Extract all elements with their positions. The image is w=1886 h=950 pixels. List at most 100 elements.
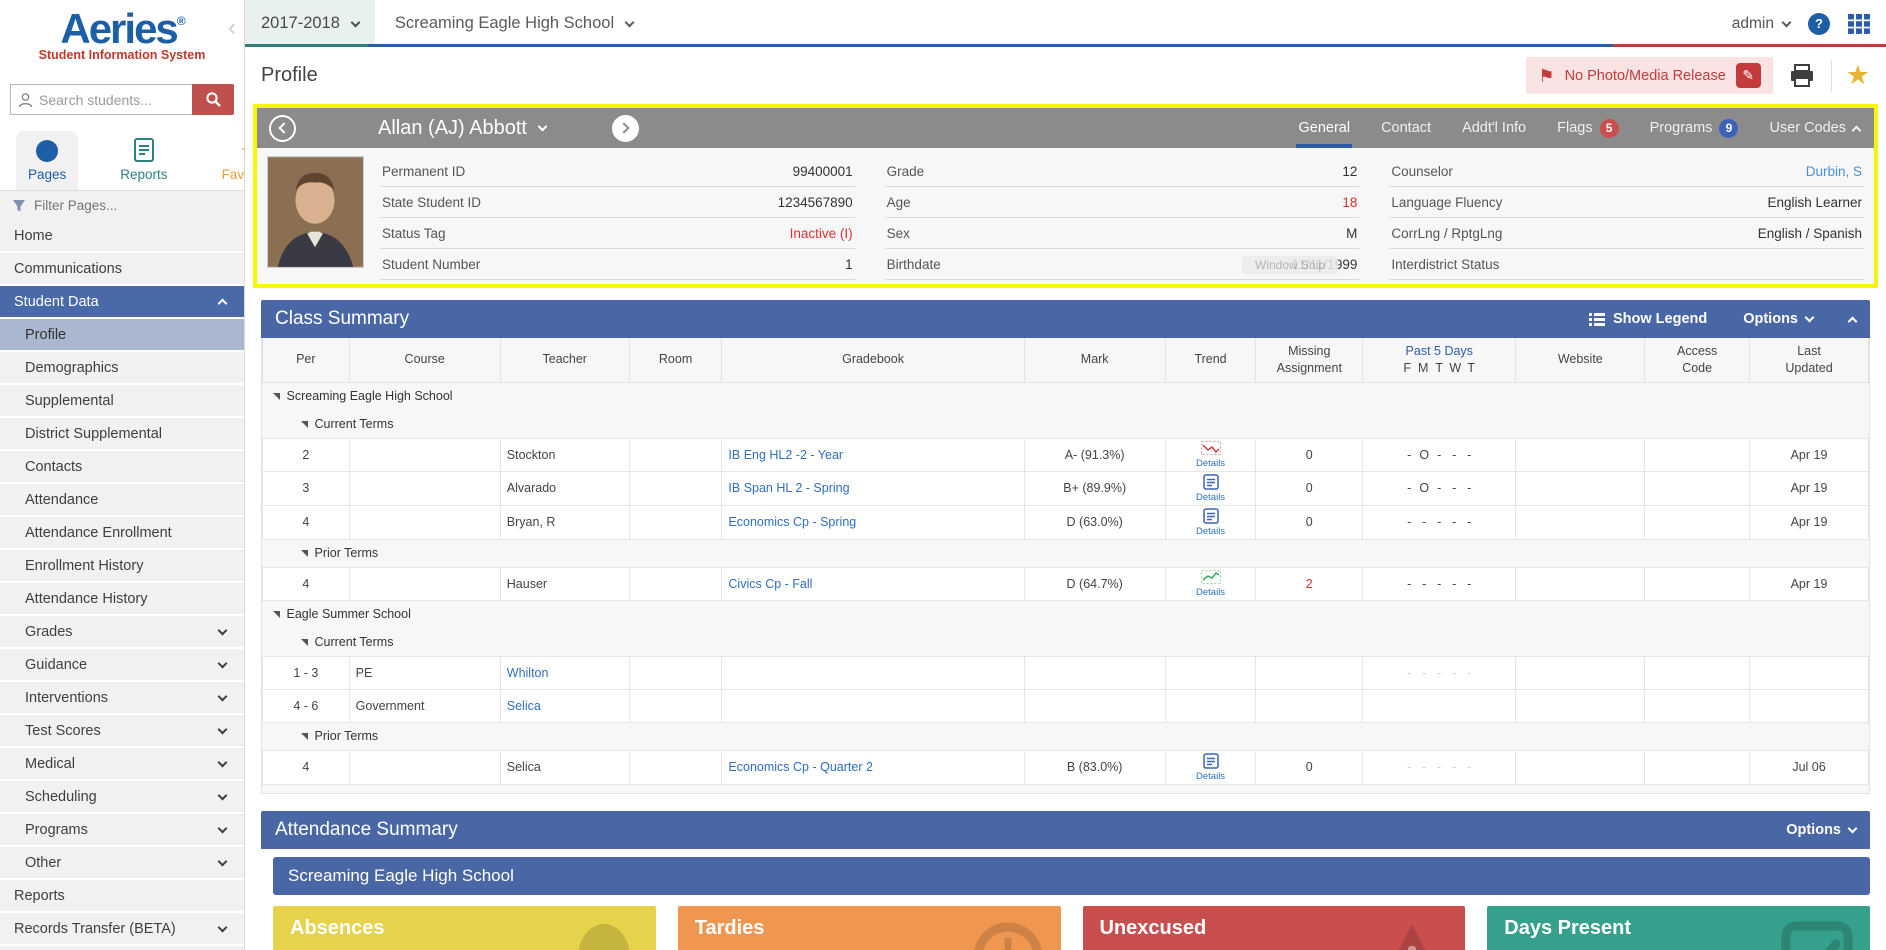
- details-label[interactable]: Details: [1196, 771, 1226, 782]
- details-label[interactable]: Details: [1196, 586, 1226, 598]
- attendance-card-unexcused[interactable]: Unexcused 0: [1082, 905, 1466, 950]
- tab-reports[interactable]: Reports: [108, 129, 179, 190]
- group-label-cell[interactable]: Screaming Eagle High School: [262, 382, 1869, 410]
- tab-general[interactable]: General: [1296, 108, 1352, 148]
- class-summary-title: Class Summary: [275, 308, 410, 329]
- collapse-triangle-icon: [300, 550, 308, 557]
- class-summary-options[interactable]: Options: [1743, 311, 1815, 327]
- sidebar-item-home[interactable]: Home: [0, 220, 244, 253]
- website-cell: [1515, 437, 1646, 472]
- sidebar-item-district-supplemental[interactable]: District Supplemental: [0, 418, 244, 451]
- sidebar-item-interventions[interactable]: Interventions: [0, 682, 244, 715]
- group-label-cell[interactable]: Current Terms: [262, 410, 1869, 438]
- sidebar-collapse-icon[interactable]: ‹: [228, 14, 236, 41]
- details-label[interactable]: Details: [1196, 526, 1226, 537]
- sidebar-item-supplemental[interactable]: Supplemental: [0, 385, 244, 418]
- collapse-section-icon[interactable]: [1847, 316, 1858, 326]
- info-row-permanent-id: Permanent ID 99400001: [380, 156, 855, 187]
- gradebook-cell: Economics Cp - Quarter 2: [721, 749, 1025, 785]
- school-selector[interactable]: Screaming Eagle High School: [395, 14, 635, 33]
- sidebar-item-test-scores[interactable]: Test Scores: [0, 715, 244, 748]
- student-name: Allan (AJ) Abbott: [378, 116, 527, 139]
- sidebar-item-attendance-history[interactable]: Attendance History: [0, 583, 244, 616]
- gradebook-link[interactable]: IB Eng HL2 -2 - Year: [728, 447, 844, 462]
- field-label: CorrLng / RptgLng: [1391, 225, 1503, 241]
- attendance-card-tardies[interactable]: Tardies 0: [677, 905, 1061, 950]
- gradebook-link[interactable]: Economics Cp - Spring: [728, 515, 857, 529]
- sidebar-nav: Home Communications Student Data Profile Dem…: [0, 220, 244, 950]
- sidebar-item-scheduling[interactable]: Scheduling: [0, 781, 244, 814]
- tab-user-codes[interactable]: User Codes: [1767, 108, 1862, 148]
- website-cell: [1515, 655, 1646, 690]
- help-button[interactable]: ?: [1808, 12, 1830, 35]
- sidebar-item-attendance-enrollment[interactable]: Attendance Enrollment: [0, 517, 244, 550]
- sidebar-item-medical[interactable]: Medical: [0, 748, 244, 781]
- group-label-cell[interactable]: Current Terms: [262, 628, 1869, 656]
- sidebar-item-guidance[interactable]: Guidance: [0, 649, 244, 682]
- trend-cell-td: [1164, 688, 1257, 723]
- show-legend-button[interactable]: Show Legend: [1588, 311, 1707, 327]
- gradebook-link[interactable]: Economics Cp - Quarter 2: [728, 760, 873, 774]
- details-label[interactable]: Details: [1196, 457, 1226, 469]
- tab-flags[interactable]: Flags 5: [1555, 108, 1620, 148]
- edit-flag-button[interactable]: ✎: [1735, 63, 1761, 88]
- year-selector[interactable]: 2017-2018: [245, 0, 375, 47]
- sidebar-item-attendance[interactable]: Attendance: [0, 484, 244, 517]
- room-cell: [628, 749, 723, 785]
- day-mark: -: [1452, 665, 1457, 680]
- sidebar-item-communications[interactable]: Communications: [0, 253, 244, 286]
- trend-cell-td: [1164, 655, 1257, 690]
- teacher-cell[interactable]: Whilton: [499, 655, 630, 690]
- previous-student-button[interactable]: [269, 114, 296, 142]
- course-cell: [348, 504, 501, 540]
- print-button[interactable]: [1789, 63, 1815, 88]
- favorite-page-button[interactable]: ★: [1845, 60, 1870, 90]
- attendance-card-absences[interactable]: Absences 1: [273, 905, 656, 950]
- tab-label: Contact: [1381, 120, 1432, 136]
- trend-details-button[interactable]: Details: [1172, 507, 1250, 537]
- trend-details-button[interactable]: Details: [1172, 473, 1250, 503]
- sidebar-item-contacts[interactable]: Contacts: [0, 451, 244, 484]
- search-input-wrap[interactable]: [10, 84, 192, 115]
- search-button[interactable]: [192, 84, 234, 115]
- student-name-dropdown[interactable]: Allan (AJ) Abbott: [378, 116, 548, 140]
- attendance-card-days-present[interactable]: Days Present 157: [1487, 905, 1870, 950]
- group-label-cell[interactable]: Prior Terms: [262, 539, 1869, 567]
- user-menu[interactable]: admin: [1732, 15, 1792, 33]
- filter-pages-input[interactable]: [34, 198, 232, 213]
- subgroup-row: Current Terms: [262, 410, 1869, 438]
- sidebar-item-records-transfer-beta[interactable]: Records Transfer (BETA): [0, 913, 244, 946]
- media-release-text: No Photo/Media Release: [1564, 67, 1726, 84]
- search-input[interactable]: [39, 91, 185, 108]
- weekday-letter: T: [1467, 360, 1476, 375]
- blue-doc-icon: [1202, 507, 1219, 527]
- sidebar-item-enrollment-history[interactable]: Enrollment History: [0, 550, 244, 583]
- group-label-cell[interactable]: Prior Terms: [262, 722, 1869, 750]
- chevron-down-icon: [217, 856, 228, 866]
- teacher-cell[interactable]: Selica: [499, 688, 630, 723]
- attendance-options[interactable]: Options: [1786, 822, 1858, 838]
- gradebook-link[interactable]: IB Span HL 2 - Spring: [728, 481, 850, 495]
- trend-details-button[interactable]: Details: [1172, 570, 1250, 597]
- trend-details-button[interactable]: Details: [1172, 752, 1250, 782]
- tab-pages[interactable]: Pages: [16, 131, 79, 190]
- details-label[interactable]: Details: [1196, 492, 1226, 503]
- sidebar-item-demographics[interactable]: Demographics: [0, 352, 244, 385]
- tab-programs[interactable]: Programs 9: [1648, 108, 1741, 148]
- sidebar-item-profile[interactable]: Profile: [0, 319, 244, 352]
- sidebar-item-student-data[interactable]: Student Data: [0, 286, 244, 319]
- filter-pages[interactable]: [0, 190, 244, 220]
- sidebar-item-grades[interactable]: Grades: [0, 616, 244, 649]
- tab-contact[interactable]: Contact: [1379, 108, 1433, 148]
- trend-details-button[interactable]: Details: [1172, 441, 1250, 468]
- apps-grid-icon[interactable]: [1848, 13, 1870, 34]
- sidebar-item-other[interactable]: Other: [0, 847, 244, 880]
- gradebook-link[interactable]: Civics Cp - Fall: [728, 576, 813, 591]
- sidebar-item-programs[interactable]: Programs: [0, 814, 244, 847]
- sidebar-item-reports[interactable]: Reports: [0, 880, 244, 913]
- tab-addt-l-info[interactable]: Addt'l Info: [1460, 108, 1528, 148]
- red-line-icon: [1200, 441, 1221, 458]
- field-value[interactable]: Durbin, S: [1805, 163, 1863, 179]
- next-student-button[interactable]: [611, 114, 639, 142]
- group-label-cell[interactable]: Eagle Summer School: [262, 600, 1869, 628]
